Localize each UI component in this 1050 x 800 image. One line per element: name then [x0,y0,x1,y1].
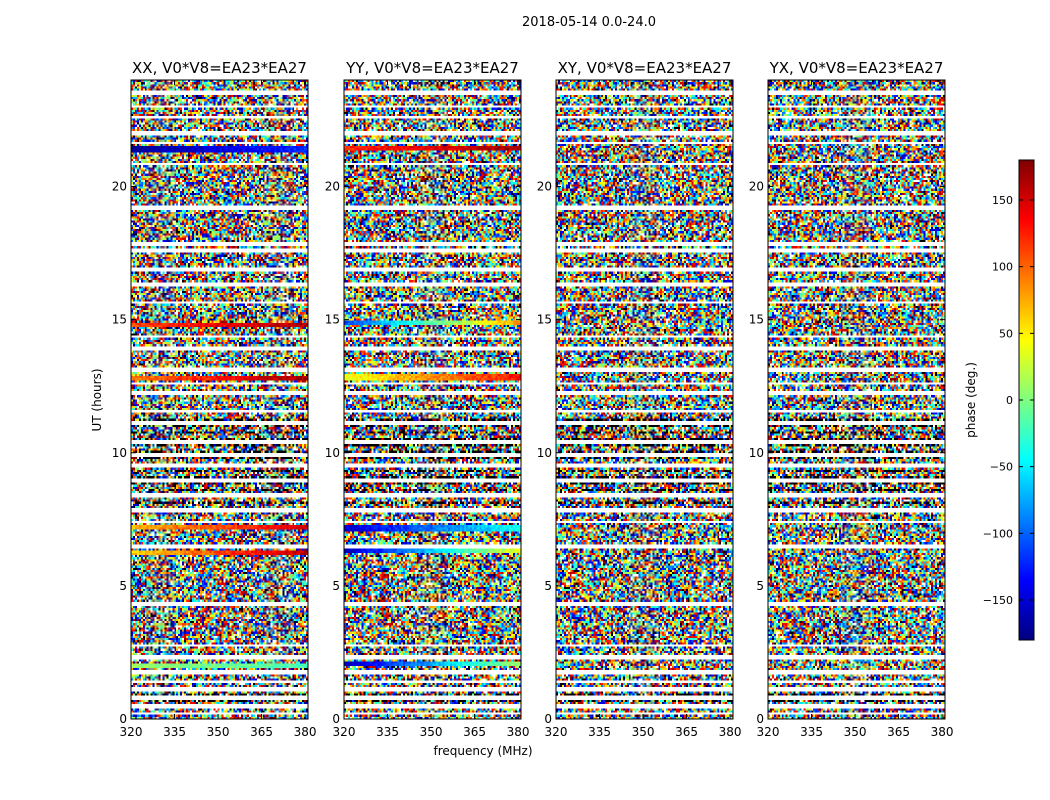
x-tick-label: 335 [163,725,186,739]
colorbar-tick-label: −100 [983,527,1013,540]
x-tick-label: 335 [800,725,823,739]
x-tick-label: 320 [545,725,568,739]
y-tick-label: 10 [537,446,552,460]
panel-frame [343,79,522,720]
panel-xy: XY, V0*V8=EA23*EA27 320 335 350 365 380 0 5 10 15… [537,59,742,739]
phase-heatmap-image [131,80,308,719]
y-tick-label: 10 [325,446,340,460]
y-tick-label: 5 [332,579,340,593]
panel-title: YX, V0*V8=EA23*EA27 [769,59,944,77]
y-tick-label: 15 [325,313,340,327]
panel-yx: YX, V0*V8=EA23*EA27 320 335 350 365 380 0 5 10 15… [749,59,954,739]
y-tick-label: 0 [119,712,127,726]
phase-heatmap-image [768,80,945,719]
y-tick-label: 5 [544,579,552,593]
colorbar-tick-label: 0 [1006,394,1013,407]
colorbar-tick-label: 50 [999,327,1013,340]
colorbar-tick-label: −50 [990,461,1013,474]
y-tick-label: 15 [537,313,552,327]
x-tick-label: 365 [463,725,486,739]
x-tick-label: 350 [420,725,443,739]
panel-frame [555,79,734,720]
panel-frame [767,79,946,720]
y-tick-label: 0 [756,712,764,726]
x-tick-label: 380 [294,725,317,739]
y-axis-label: UT (hours) [90,368,104,431]
x-tick-label: 380 [507,725,530,739]
x-tick-label: 365 [250,725,273,739]
panel-title: YY, V0*V8=EA23*EA27 [345,59,519,77]
colorbar-tick-label: 100 [992,261,1013,274]
y-tick-label: 20 [749,180,764,194]
x-tick-label: 335 [588,725,611,739]
x-tick-label: 320 [333,725,356,739]
y-tick-label: 0 [332,712,340,726]
colorbar-label: phase (deg.) [964,362,978,438]
y-tick-label: 10 [112,446,127,460]
y-tick-label: 5 [119,579,127,593]
panel-xx: XX, V0*V8=EA23*EA27 320 335 350 365 380 0 5 10 15… [112,59,317,739]
x-tick-label: 350 [207,725,230,739]
y-tick-label: 5 [756,579,764,593]
y-tick-label: 20 [112,180,127,194]
x-tick-label: 380 [931,725,954,739]
y-tick-label: 20 [537,180,552,194]
y-tick-label: 10 [749,446,764,460]
y-tick-label: 0 [544,712,552,726]
phase-heatmap-image [556,80,733,719]
panel-frame [130,79,309,720]
colorbar-tick-label: 150 [992,194,1013,207]
colorbar-tick-label: −150 [983,594,1013,607]
panel-yy: YY, V0*V8=EA23*EA27 320 335 350 365 380 0 5 10 15… [325,59,530,739]
panels: XX, V0*V8=EA23*EA27 320 335 350 365 380 0 5 10 15… [112,59,954,739]
x-tick-label: 350 [844,725,867,739]
x-tick-label: 365 [675,725,698,739]
x-tick-label: 380 [719,725,742,739]
panel-title: XX, V0*V8=EA23*EA27 [132,59,307,77]
y-tick-label: 15 [112,313,127,327]
x-axis-label: frequency (MHz) [433,744,532,758]
figure-title: 2018-05-14 0.0-24.0 [522,15,656,30]
panel-title: XY, V0*V8=EA23*EA27 [558,59,732,77]
x-tick-label: 350 [632,725,655,739]
x-tick-label: 365 [887,725,910,739]
phase-heatmap-image [344,80,521,719]
x-tick-label: 320 [757,725,780,739]
x-tick-label: 335 [376,725,399,739]
y-tick-label: 15 [749,313,764,327]
colorbar: 150 100 50 0 −50 −100 −150 [983,159,1035,641]
y-tick-label: 20 [325,180,340,194]
x-tick-label: 320 [120,725,143,739]
